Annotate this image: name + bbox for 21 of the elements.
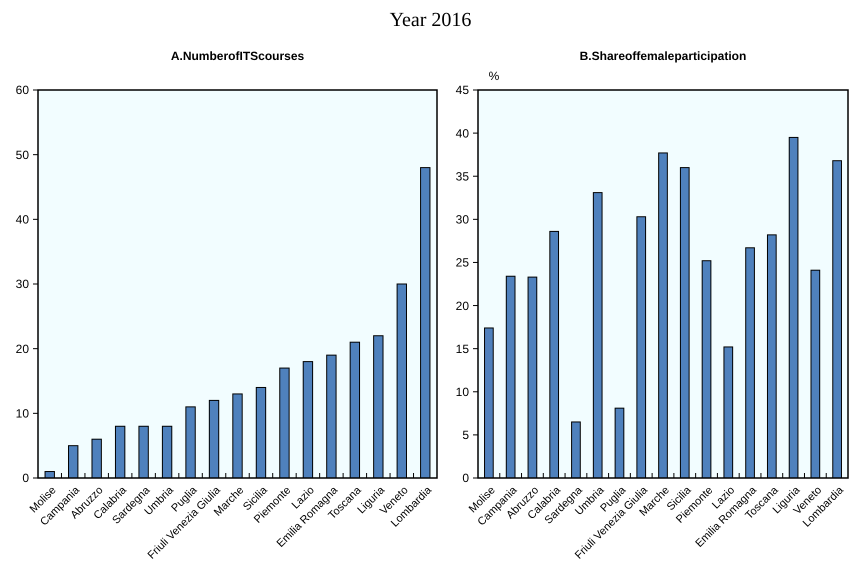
y-tick-label: 30 — [456, 212, 470, 227]
y-tick-label: 15 — [456, 342, 470, 356]
y-tick-label: 50 — [16, 148, 30, 162]
y-tick-label: 20 — [16, 342, 30, 356]
chart-title: B.Shareoffemaleparticipation — [580, 49, 746, 63]
y-tick-label: 0 — [22, 471, 30, 486]
y-tick-label: 35 — [456, 169, 470, 184]
y-tick-label: 20 — [456, 298, 470, 313]
y-axis-title: % — [488, 69, 500, 83]
y-tick-label: 45 — [456, 83, 470, 98]
y-tick-label: 40 — [16, 212, 30, 227]
y-tick-label: 60 — [16, 83, 30, 98]
y-tick-label: 0 — [462, 471, 470, 486]
y-tick-label: 40 — [456, 126, 470, 140]
y-tick-label: 10 — [456, 384, 470, 399]
y-tick-label: 5 — [462, 428, 470, 442]
y-tick-label: 25 — [456, 256, 470, 270]
text: Year 2016 — [390, 9, 472, 31]
y-tick-label: 10 — [16, 406, 30, 421]
chart-title: A.NumberofITScourses — [170, 49, 305, 63]
y-tick-label: 30 — [16, 277, 30, 292]
